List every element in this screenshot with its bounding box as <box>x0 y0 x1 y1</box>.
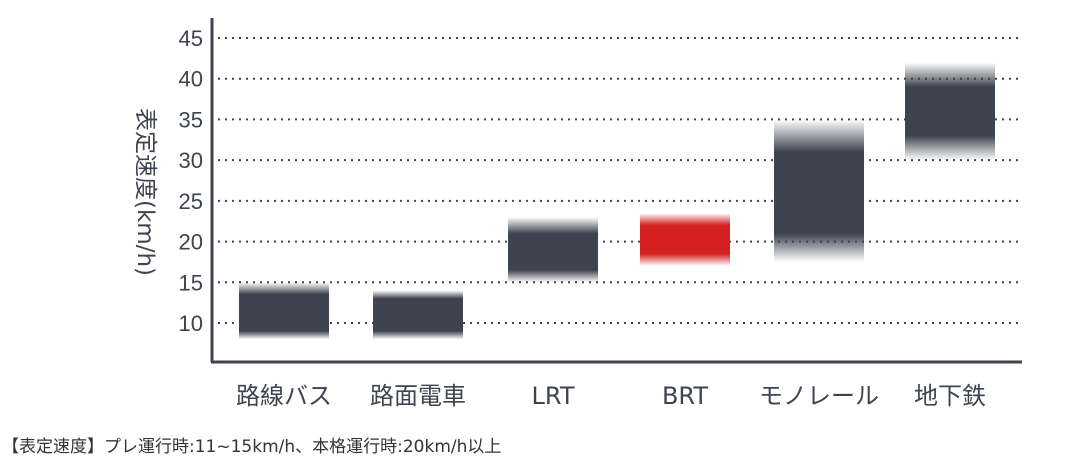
y-tick-10: 10 <box>179 311 203 336</box>
x-axis-categories: 路線バス 路面電車 LRT BRT モノレール 地下鉄 <box>236 382 986 410</box>
y-axis-ticks: 10 15 20 25 30 35 40 45 <box>179 26 203 336</box>
range-bar-モノレール <box>774 119 864 262</box>
footnote: 【表定速度】プレ運行時:11~15km/h、本格運行時:20km/h以上 <box>2 437 502 457</box>
y-tick-40: 40 <box>179 67 203 92</box>
y-tick-35: 35 <box>179 107 203 132</box>
range-bar-路線バス <box>239 282 329 340</box>
range-bar-BRT <box>640 213 730 266</box>
y-tick-30: 30 <box>179 148 203 173</box>
y-tick-45: 45 <box>179 26 203 51</box>
y-axis-label: 表定速度(km/h) <box>132 108 158 276</box>
category-label-LRT: LRT <box>532 382 575 410</box>
category-label-路面電車: 路面電車 <box>370 382 466 410</box>
range-bar-路面電車 <box>373 290 463 340</box>
y-tick-15: 15 <box>179 270 203 295</box>
category-label-地下鉄: 地下鉄 <box>914 382 986 410</box>
grid-lines <box>218 36 1022 324</box>
range-bar-地下鉄 <box>905 62 995 161</box>
y-tick-20: 20 <box>179 230 203 255</box>
category-label-BRT: BRT <box>662 382 708 410</box>
range-bar-LRT <box>508 217 598 283</box>
category-label-路線バス: 路線バス <box>236 382 332 410</box>
category-label-モノレール: モノレール <box>759 382 879 410</box>
y-tick-25: 25 <box>179 189 203 214</box>
range-bars <box>239 62 995 340</box>
